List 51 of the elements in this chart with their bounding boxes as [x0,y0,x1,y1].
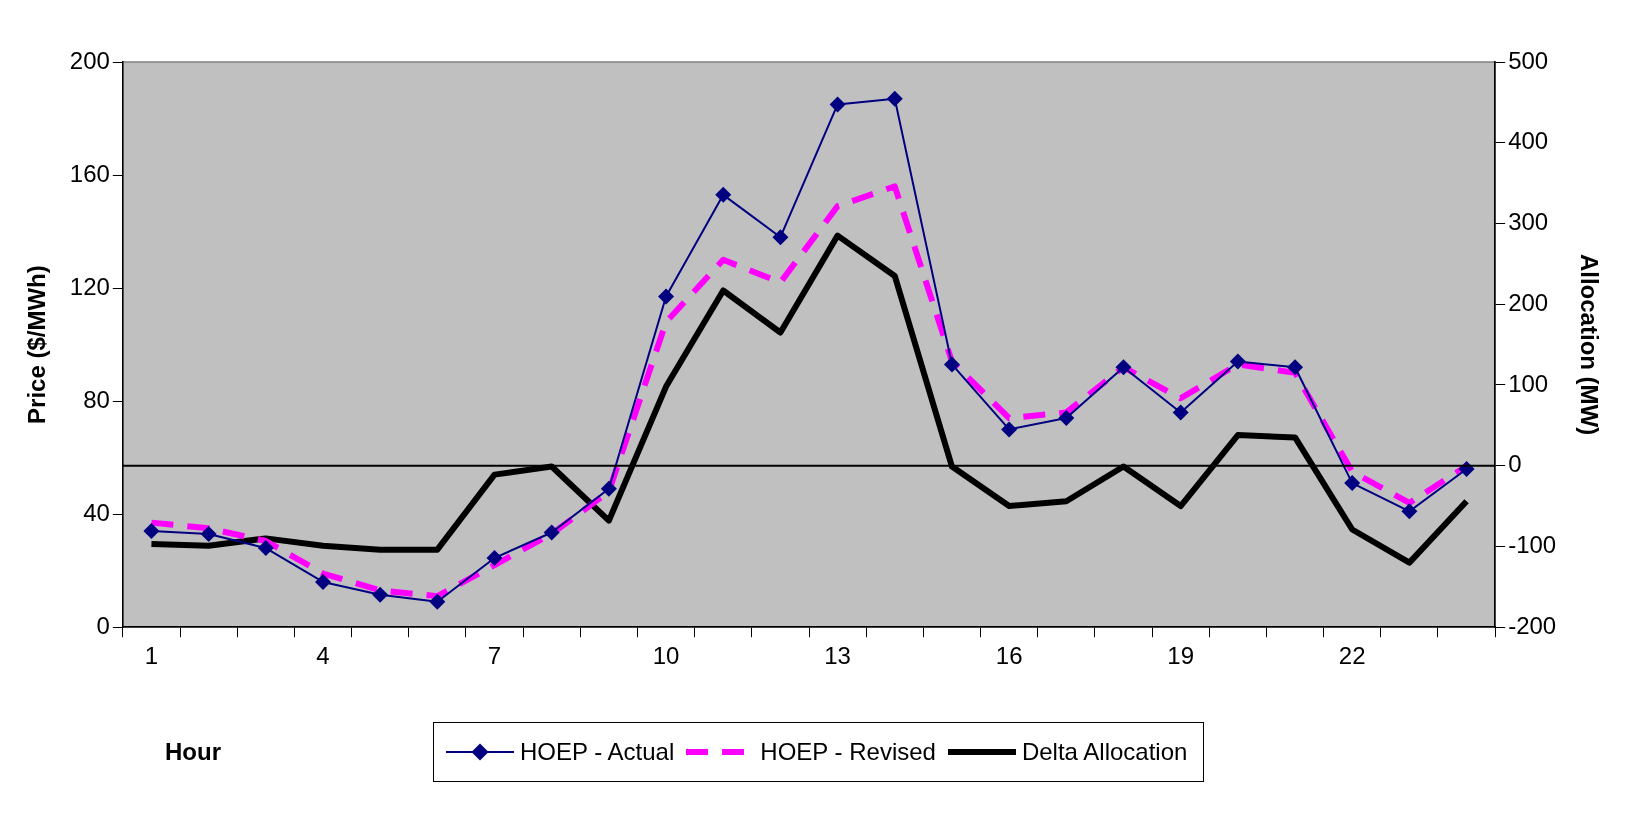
y-tick-label: 40 [83,498,110,526]
point [886,90,903,107]
x-tick-label: 4 [316,642,330,670]
y2-tick-label: 200 [1508,288,1549,316]
point [600,480,617,497]
point [200,525,217,542]
y-tick-label: 160 [69,159,110,187]
point [1058,410,1075,427]
point [429,593,446,610]
point [486,549,503,566]
y2-tick-label: -100 [1508,531,1557,559]
x-axis-title: Hour [165,738,221,766]
y2-tick-label: 400 [1508,127,1549,155]
legend-label: HOEP - Revised [760,738,936,766]
x-tick-label: 22 [1338,642,1366,670]
point [143,523,160,540]
y-tick-label: 0 [96,611,110,639]
y2-axis-title: Allocation (MW) [1575,253,1603,436]
y-axis-title: Price ($/MWh) [23,265,51,424]
point [1229,353,1246,370]
point [1115,359,1132,376]
point [772,229,789,246]
point [1401,503,1418,520]
legend-label: HOEP - Actual [520,738,675,766]
y2-tick-label: 0 [1508,450,1522,478]
point [715,186,732,203]
x-tick-label: 1 [144,642,159,670]
point [1344,475,1361,492]
point [257,540,274,557]
point [1001,421,1018,438]
y2-tick-label: 500 [1508,46,1549,74]
x-tick-label: 19 [1167,642,1195,670]
y-tick-label: 120 [69,272,110,300]
y2-tick-label: 100 [1508,369,1549,397]
point [543,524,560,541]
point [658,288,675,305]
y-tick-label: 80 [83,385,110,413]
point [1172,404,1189,421]
y2-tick-label: 300 [1508,208,1549,236]
x-tick-label: 7 [487,642,502,670]
y2-tick-label: -200 [1508,611,1557,639]
point [1287,359,1304,376]
y-tick-label: 200 [69,46,110,74]
x-tick-label: 13 [824,642,851,670]
point [943,356,960,373]
point [314,573,331,590]
point [829,96,846,113]
legend-label: Delta Allocation [1021,738,1188,766]
point [372,586,389,603]
x-tick-label: 10 [652,642,680,670]
x-tick-label: 16 [995,642,1023,670]
